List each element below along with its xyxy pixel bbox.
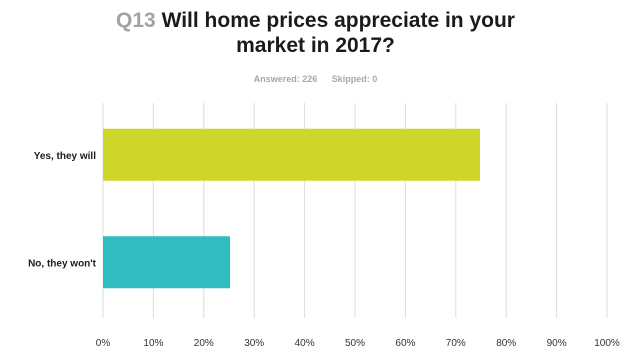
chart-title: Q13 Will home prices appreciate in your … (0, 8, 631, 58)
question-number: Q13 (116, 9, 156, 32)
x-tick-label: 0% (96, 338, 111, 349)
category-label: No, they won't (28, 258, 97, 269)
x-tick-label: 90% (547, 338, 567, 349)
category-label: Yes, they will (34, 151, 96, 162)
title-line-1: Will home prices appreciate in your (161, 9, 515, 32)
skipped-count: Skipped: 0 (331, 74, 378, 84)
title-line-2: market in 2017? (236, 34, 395, 57)
x-tick-label: 30% (244, 338, 264, 349)
bar[interactable] (103, 128, 480, 181)
x-tick-label: 80% (496, 338, 516, 349)
x-axis-ticks: 0% 10% 20% 30% 40% 50% 60% 70% 80% 90% 100% (96, 338, 620, 349)
x-tick-label: 50% (345, 338, 365, 349)
x-tick-label: 40% (295, 338, 315, 349)
x-tick-label: 60% (395, 338, 415, 349)
bar[interactable] (103, 236, 231, 289)
x-tick-label: 20% (194, 338, 214, 349)
x-tick-label: 100% (594, 338, 620, 349)
x-tick-label: 10% (143, 338, 163, 349)
answered-count: Answered: 226 (253, 74, 318, 84)
category-labels: Yes, they will No, they won't (28, 151, 97, 270)
response-stats: Answered: 226 Skipped: 0 (0, 74, 631, 84)
x-tick-label: 70% (446, 338, 466, 349)
bars (103, 128, 480, 289)
